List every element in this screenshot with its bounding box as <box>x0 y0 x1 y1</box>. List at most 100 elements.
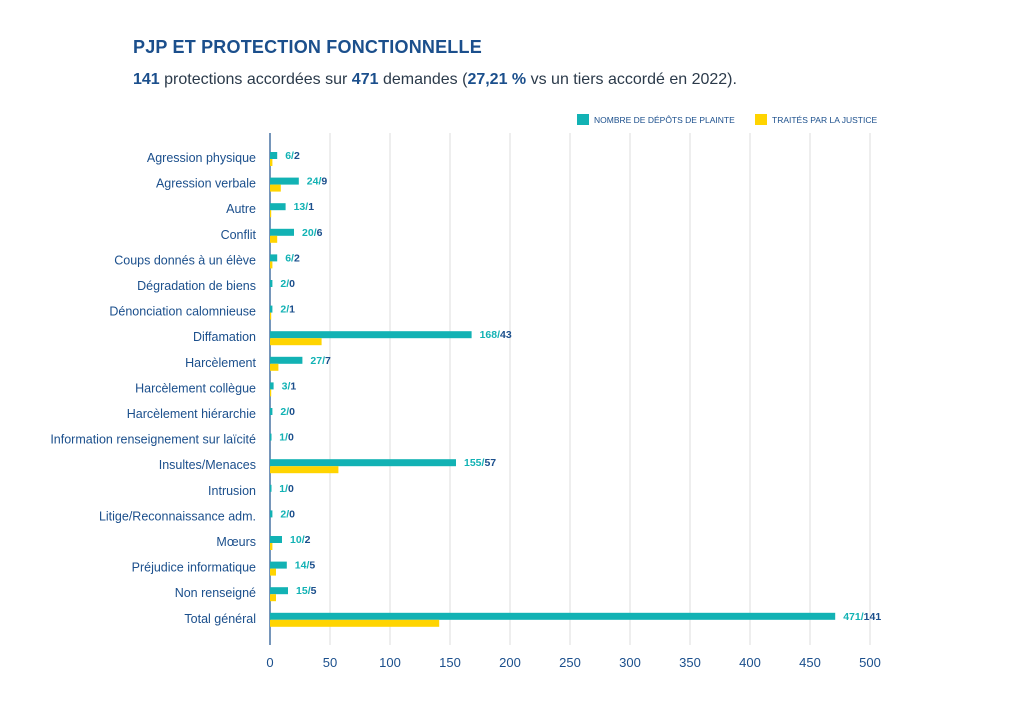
data-label-depots: 10 <box>290 534 302 546</box>
data-label-separator: / <box>482 457 485 469</box>
legend-label-justice: TRAITÉS PAR LA JUSTICE <box>772 115 878 125</box>
data-label-separator: / <box>306 560 309 572</box>
data-label-justice: 5 <box>311 585 317 597</box>
legend: NOMBRE DE DÉPÔTS DE PLAINTE TRAITÉS PAR … <box>577 114 878 125</box>
bar-depots <box>270 177 299 185</box>
data-label-depots: 24 <box>307 176 319 188</box>
bar-depots <box>270 152 278 159</box>
data-label-justice: 141 <box>864 611 882 623</box>
subtitle-granted-count: 141 <box>133 71 160 88</box>
bar-depots <box>270 459 456 467</box>
data-label-justice: 0 <box>289 406 295 418</box>
bar-justice <box>270 235 278 243</box>
data-label-depots: 155 <box>464 457 482 469</box>
data-label: 1/0 <box>279 432 294 444</box>
data-label-depots: 3 <box>282 380 288 392</box>
grid-lines <box>269 133 871 645</box>
data-label: 471/141 <box>843 611 881 623</box>
bar-justice <box>270 338 322 346</box>
category-label: Agression verbale <box>156 177 256 191</box>
page-subtitle: 141 protections accordées sur 471 demand… <box>133 71 737 89</box>
data-label: 24/9 <box>307 176 328 188</box>
data-label-justice: 0 <box>289 508 295 520</box>
legend-swatch-justice <box>755 114 767 125</box>
bar-depots <box>270 484 272 492</box>
category-label: Non renseigné <box>175 586 256 600</box>
data-label-justice: 9 <box>321 176 327 188</box>
x-tick-label: 250 <box>559 655 581 670</box>
data-label-justice: 6 <box>317 227 323 239</box>
category-label: Autre <box>226 202 256 216</box>
data-label: 6/2 <box>285 252 300 264</box>
data-label-depots: 6 <box>285 252 291 264</box>
x-tick-label: 450 <box>799 655 821 670</box>
x-tick-label: 350 <box>679 655 701 670</box>
category-label: Harcèlement hiérarchie <box>127 407 256 421</box>
data-label: 2/0 <box>280 406 295 418</box>
data-label-depots: 15 <box>296 585 308 597</box>
data-label-justice: 5 <box>309 560 315 572</box>
data-label-separator: / <box>861 611 864 623</box>
data-label: 14/5 <box>295 560 316 572</box>
bar-depots <box>270 433 272 441</box>
data-label: 27/7 <box>310 355 331 367</box>
data-label: 2/0 <box>280 508 295 520</box>
data-label-depots: 2 <box>280 508 286 520</box>
bar-justice <box>270 363 279 371</box>
data-label-justice: 0 <box>288 483 294 495</box>
bar-depots <box>270 382 274 390</box>
category-label: Conflit <box>221 228 257 242</box>
labels: 0 50 100 150 200 250 300 350 400 450 500Agression … <box>50 150 881 670</box>
bar-depots <box>270 228 294 236</box>
data-label: 1/0 <box>279 483 294 495</box>
data-label-separator: / <box>314 227 317 239</box>
data-label-justice: 57 <box>484 457 496 469</box>
bar-depots <box>270 408 273 415</box>
x-tick-label: 200 <box>499 655 521 670</box>
bar-depots <box>270 561 287 569</box>
data-label: 15/5 <box>296 585 317 597</box>
data-label-justice: 7 <box>325 355 331 367</box>
data-label-separator: / <box>318 176 321 188</box>
x-tick-label: 300 <box>619 655 641 670</box>
data-label-depots: 13 <box>294 201 306 213</box>
category-label: Harcèlement <box>185 356 256 370</box>
data-label-separator: / <box>302 534 305 546</box>
category-label: Intrusion <box>208 484 256 498</box>
category-label: Diffamation <box>193 330 256 344</box>
data-label-separator: / <box>286 508 289 520</box>
bars <box>270 152 836 627</box>
bar-justice <box>270 619 440 627</box>
data-label-justice: 43 <box>500 329 512 341</box>
bar-justice <box>270 543 273 550</box>
bar-depots <box>270 203 286 211</box>
bar-justice <box>270 184 281 192</box>
page-title: PJP ET PROTECTION FONCTIONNELLE <box>133 37 482 57</box>
bar-depots <box>270 536 282 543</box>
bar-justice <box>270 210 272 218</box>
x-tick-label: 150 <box>439 655 461 670</box>
data-label-separator: / <box>285 483 288 495</box>
bar-depots <box>270 587 288 595</box>
data-label: 2/1 <box>280 304 295 316</box>
data-label-separator: / <box>285 432 288 444</box>
data-label-separator: / <box>497 329 500 341</box>
data-label-depots: 168 <box>480 329 498 341</box>
bar-depots <box>270 305 273 313</box>
x-tick-label: 500 <box>859 655 881 670</box>
x-tick-label: 400 <box>739 655 761 670</box>
bar-justice <box>270 261 273 269</box>
category-label: Harcèlement collègue <box>135 381 256 395</box>
bar-depots <box>270 331 472 339</box>
category-label: Coups donnés à un élève <box>114 253 256 267</box>
category-label: Dénonciation calomnieuse <box>109 305 256 319</box>
bar-justice <box>270 312 272 320</box>
subtitle-text-2: demandes ( <box>378 71 468 88</box>
data-label-justice: 2 <box>294 150 300 162</box>
bar-depots <box>270 254 278 262</box>
subtitle-percentage: 27,21 % <box>467 71 527 88</box>
category-label: Préjudice informatique <box>132 561 256 575</box>
bar-depots <box>270 510 273 518</box>
category-label: Litige/Reconnaissance adm. <box>99 509 256 523</box>
data-label-justice: 1 <box>308 201 314 213</box>
